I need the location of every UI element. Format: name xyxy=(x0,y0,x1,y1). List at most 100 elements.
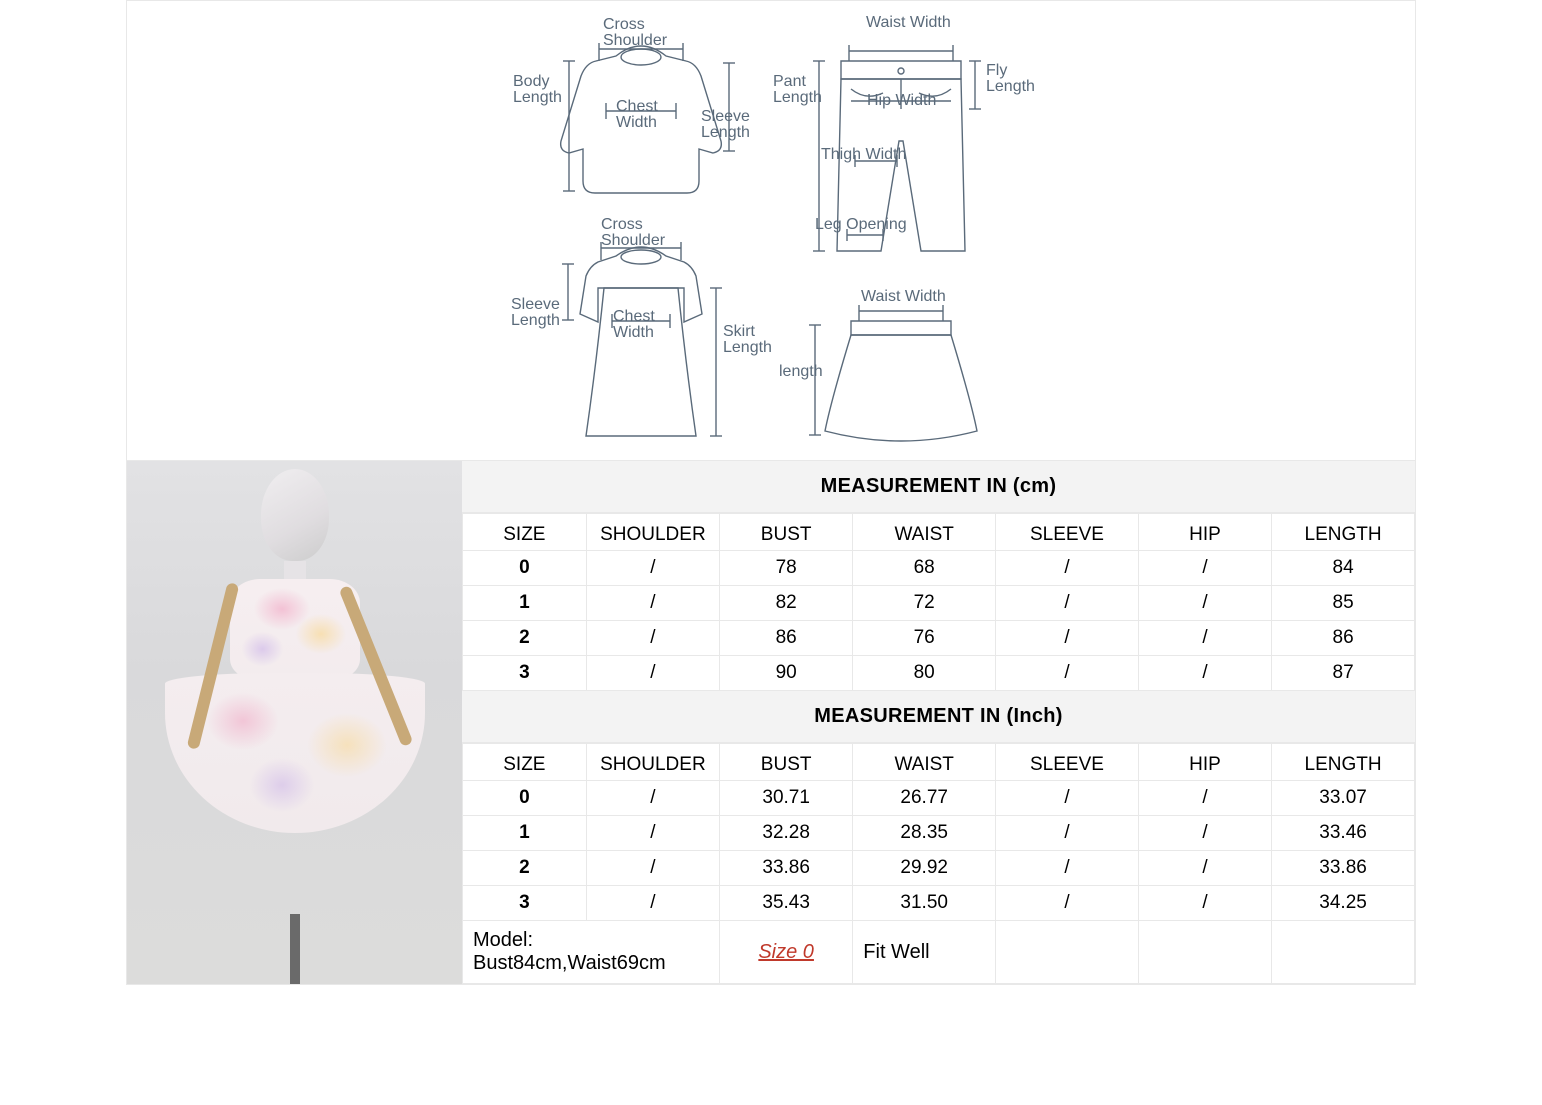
size-chart-page: CrossShoulder BodyLength ChestWidth Slee… xyxy=(126,0,1416,985)
column-header: BUST xyxy=(720,514,853,551)
table-row: 1/32.2828.35//33.46 xyxy=(463,816,1415,851)
value-cell: / xyxy=(1138,621,1271,656)
value-cell: 34.25 xyxy=(1272,886,1415,921)
value-cell: 32.28 xyxy=(720,816,853,851)
value-cell: 68 xyxy=(853,551,996,586)
value-cell: / xyxy=(996,781,1139,816)
size-cell: 2 xyxy=(463,621,587,656)
value-cell: / xyxy=(996,586,1139,621)
value-cell: 28.35 xyxy=(853,816,996,851)
table-row: 0/30.7126.77//33.07 xyxy=(463,781,1415,816)
value-cell: / xyxy=(1138,551,1271,586)
column-header: HIP xyxy=(1138,514,1271,551)
value-cell: / xyxy=(996,656,1139,691)
value-cell: / xyxy=(1138,586,1271,621)
table-row: 2/33.8629.92//33.86 xyxy=(463,851,1415,886)
value-cell: / xyxy=(586,551,719,586)
value-cell: / xyxy=(586,886,719,921)
value-cell: 33.86 xyxy=(720,851,853,886)
table-row: 3/35.4331.50//34.25 xyxy=(463,886,1415,921)
table-row: 1/8272//85 xyxy=(463,586,1415,621)
value-cell: / xyxy=(586,816,719,851)
label-waist-pant: Waist Width xyxy=(866,14,951,31)
value-cell: / xyxy=(586,851,719,886)
value-cell: / xyxy=(1138,781,1271,816)
table-row: 3/9080//87 xyxy=(463,656,1415,691)
label-sleeve-length-top: SleeveLength xyxy=(701,108,750,141)
column-header: LENGTH xyxy=(1272,744,1415,781)
label-cross-shoulder-dress: CrossShoulder xyxy=(601,216,666,249)
measurement-tables: MEASUREMENT IN (cm) SIZESHOULDERBUSTWAIS… xyxy=(462,461,1415,984)
column-header: HIP xyxy=(1138,744,1271,781)
value-cell: 33.46 xyxy=(1272,816,1415,851)
table-inch: SIZESHOULDERBUSTWAISTSLEEVEHIPLENGTH 0/3… xyxy=(462,743,1415,984)
label-chest-width-dress: ChestWidth xyxy=(613,308,655,341)
value-cell: / xyxy=(1138,886,1271,921)
value-cell: 33.07 xyxy=(1272,781,1415,816)
value-cell: 29.92 xyxy=(853,851,996,886)
value-cell: 76 xyxy=(853,621,996,656)
value-cell: 85 xyxy=(1272,586,1415,621)
size-cell: 3 xyxy=(463,656,587,691)
column-header: SHOULDER xyxy=(586,744,719,781)
measurement-diagram-svg: CrossShoulder BodyLength ChestWidth Slee… xyxy=(491,11,1051,451)
value-cell: 26.77 xyxy=(853,781,996,816)
size-cell: 3 xyxy=(463,886,587,921)
column-header: SHOULDER xyxy=(586,514,719,551)
value-cell: / xyxy=(996,621,1139,656)
value-cell: 78 xyxy=(720,551,853,586)
column-header: SLEEVE xyxy=(996,514,1139,551)
value-cell: 86 xyxy=(720,621,853,656)
title-inch: MEASUREMENT IN (Inch) xyxy=(462,691,1415,743)
table-row: 2/8676//86 xyxy=(463,621,1415,656)
label-thigh-width: Thigh Width xyxy=(821,146,906,163)
table-cm: SIZESHOULDERBUSTWAISTSLEEVEHIPLENGTH 0/7… xyxy=(462,513,1415,691)
measurement-diagram: CrossShoulder BodyLength ChestWidth Slee… xyxy=(127,1,1415,461)
label-waist-skirt: Waist Width xyxy=(861,288,946,305)
label-sleeve-length-dress: SleeveLength xyxy=(511,296,560,329)
label-body-length: BodyLength xyxy=(513,73,562,106)
value-cell: 87 xyxy=(1272,656,1415,691)
column-header: WAIST xyxy=(853,514,996,551)
value-cell: 30.71 xyxy=(720,781,853,816)
column-header: LENGTH xyxy=(1272,514,1415,551)
column-header: BUST xyxy=(720,744,853,781)
value-cell: / xyxy=(1138,851,1271,886)
size-cell: 0 xyxy=(463,781,587,816)
value-cell: / xyxy=(1138,816,1271,851)
value-cell: 86 xyxy=(1272,621,1415,656)
size-cell: 2 xyxy=(463,851,587,886)
value-cell: 31.50 xyxy=(853,886,996,921)
model-info-row: Model: Bust84cm,Waist69cm Size 0 Fit Wel… xyxy=(463,921,1415,984)
model-fit: Fit Well xyxy=(853,921,996,984)
value-cell: / xyxy=(996,551,1139,586)
value-cell: / xyxy=(586,621,719,656)
label-skirt-length: SkirtLength xyxy=(723,323,772,356)
model-measurements: Model: Bust84cm,Waist69cm xyxy=(463,921,720,984)
value-cell: / xyxy=(1138,656,1271,691)
column-header: SLEEVE xyxy=(996,744,1139,781)
value-cell: 84 xyxy=(1272,551,1415,586)
label-hip-width: Hip Width xyxy=(867,92,936,109)
size-cell: 0 xyxy=(463,551,587,586)
label-chest-width-top: ChestWidth xyxy=(616,98,658,131)
label-cross-shoulder-top: CrossShoulder xyxy=(603,16,668,49)
value-cell: / xyxy=(996,886,1139,921)
label-leg-opening: Leg Opening xyxy=(815,216,907,233)
column-header: SIZE xyxy=(463,744,587,781)
value-cell: / xyxy=(586,656,719,691)
value-cell: 82 xyxy=(720,586,853,621)
title-cm: MEASUREMENT IN (cm) xyxy=(462,461,1415,513)
size-cell: 1 xyxy=(463,586,587,621)
value-cell: 72 xyxy=(853,586,996,621)
label-length-skirt: length xyxy=(779,363,823,380)
value-cell: 33.86 xyxy=(1272,851,1415,886)
product-photo xyxy=(127,461,462,984)
value-cell: / xyxy=(996,816,1139,851)
size-cell: 1 xyxy=(463,816,587,851)
label-pant-length: PantLength xyxy=(773,73,822,106)
table-row: 0/7868//84 xyxy=(463,551,1415,586)
column-header: WAIST xyxy=(853,744,996,781)
content-row: MEASUREMENT IN (cm) SIZESHOULDERBUSTWAIS… xyxy=(127,461,1415,984)
value-cell: 90 xyxy=(720,656,853,691)
